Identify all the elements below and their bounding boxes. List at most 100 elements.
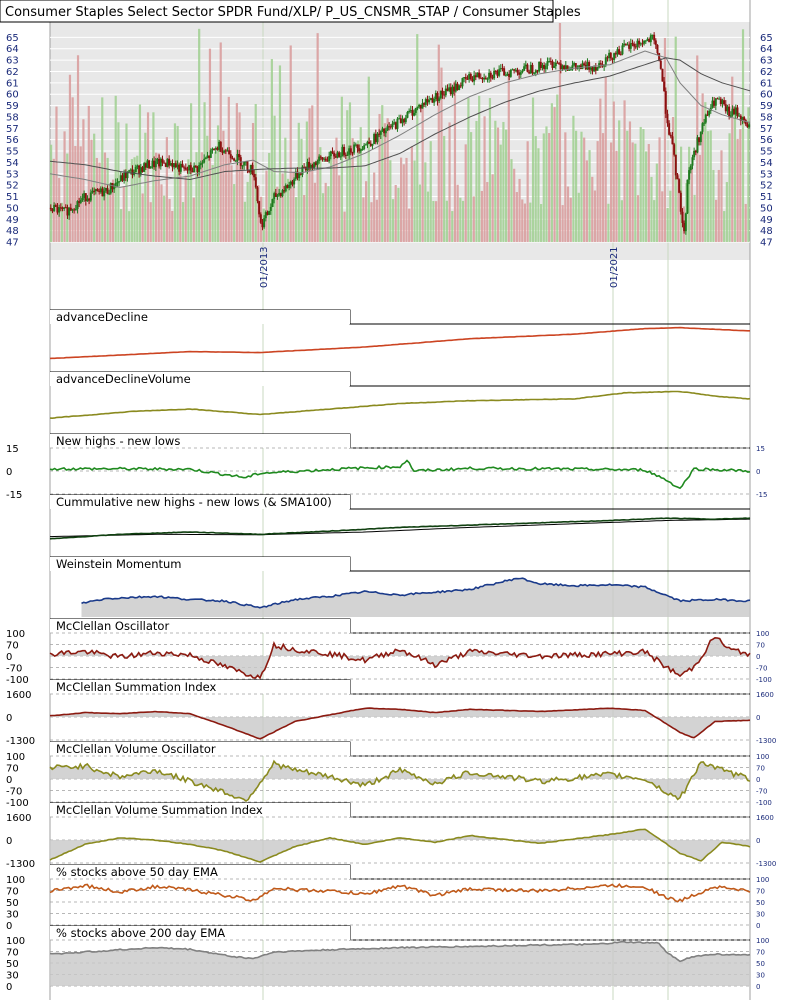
candle-body	[233, 158, 236, 161]
candle-body	[714, 98, 717, 106]
candle-body	[366, 141, 369, 145]
volume-bar	[311, 105, 314, 242]
panel-new-highs-new-lows: New highs - new lows 15 0 -15 15 0 -15	[6, 433, 767, 501]
candle-body	[696, 137, 699, 153]
candle-body	[398, 118, 401, 120]
candle-body	[414, 107, 417, 113]
candle-body	[321, 157, 324, 160]
price-ytick-left: 64	[6, 44, 19, 55]
candle-body	[488, 72, 491, 79]
candle-body	[563, 65, 566, 70]
candle-body	[271, 199, 274, 207]
volume-bar	[87, 105, 90, 242]
volume-bar	[483, 116, 486, 242]
price-ytick-right: 47	[760, 238, 773, 249]
candle-body	[388, 126, 391, 128]
candle-body	[49, 207, 52, 210]
volume-bar	[378, 113, 381, 242]
chart-title-box: Consumer Staples Select Sector SPDR Fund…	[0, 0, 581, 23]
candle-body	[229, 154, 232, 159]
volume-bar	[98, 162, 101, 242]
price-ytick-left: 47	[6, 238, 19, 249]
candle-body	[631, 43, 634, 45]
candle-body	[559, 63, 562, 70]
candle-body	[523, 66, 526, 71]
volume-bar	[55, 106, 58, 242]
candle-body	[258, 201, 261, 215]
volume-bar	[556, 94, 559, 242]
candle-body	[234, 160, 237, 162]
panel-ytick-right: -70	[756, 788, 767, 796]
candle-body	[291, 181, 294, 185]
price-ytick-right: 62	[760, 67, 773, 78]
candle-body	[408, 110, 411, 113]
candle-body	[599, 63, 602, 65]
volume-bar	[278, 65, 282, 242]
price-ytick-left: 61	[6, 78, 19, 89]
candle-body	[278, 192, 281, 196]
candle-body	[341, 146, 344, 157]
candle-body	[674, 154, 677, 176]
volume-bar	[128, 211, 131, 242]
volume-bar	[580, 131, 583, 242]
candle-body	[216, 147, 219, 150]
candle-body	[636, 40, 639, 47]
candle-body	[503, 68, 506, 76]
candle-body	[731, 108, 734, 116]
price-ytick-right: 51	[760, 192, 773, 203]
candle-body	[411, 110, 414, 116]
sma-long-line	[49, 57, 751, 181]
panel-ytick-left: 70	[6, 887, 19, 898]
candle-body	[733, 108, 736, 115]
candle-body	[69, 207, 72, 211]
volume-bar	[281, 173, 284, 242]
volume-bar	[152, 112, 155, 242]
volume-bar	[435, 201, 438, 242]
volume-bar	[346, 110, 349, 242]
candle-body	[629, 43, 632, 49]
candle-body	[546, 61, 549, 66]
candle-body	[609, 52, 612, 59]
candle-body	[659, 60, 662, 69]
candle-body	[704, 114, 707, 123]
volume-bar	[163, 195, 166, 242]
volume-bar	[386, 118, 389, 242]
volume-bar	[74, 145, 77, 242]
volume-bar	[292, 171, 295, 242]
candle-body	[204, 157, 207, 159]
volume-bar	[610, 142, 613, 242]
date-label-01-2013: 01/2013	[259, 246, 270, 288]
panel-label: McClellan Summation Index	[56, 680, 217, 694]
panel-area-fill	[50, 637, 750, 678]
candle-body	[471, 79, 474, 82]
volume-bar	[661, 191, 664, 242]
candle-body	[176, 164, 179, 168]
candle-body	[499, 68, 502, 70]
panel-ytick-left: 70	[6, 764, 19, 775]
candle-body	[83, 193, 86, 199]
candle-body	[351, 152, 354, 154]
volume-bar	[715, 199, 718, 242]
volume-bar	[733, 112, 737, 243]
candle-body	[148, 160, 151, 169]
candle-body	[723, 100, 726, 105]
candle-body	[743, 117, 746, 121]
volume-bar	[76, 55, 80, 242]
volume-bar	[233, 184, 236, 242]
panel-label-background	[50, 434, 350, 448]
volume-bar	[335, 137, 338, 242]
volume-bar	[238, 112, 241, 242]
candle-body	[553, 66, 556, 68]
candle-body	[538, 61, 541, 72]
candle-body	[391, 123, 394, 128]
price-ytick-left: 60	[6, 90, 19, 101]
candle-body	[684, 213, 687, 232]
volume-bar	[230, 165, 233, 242]
panel-weinstein-momentum: Weinstein Momentum	[50, 556, 751, 617]
candle-body	[663, 81, 666, 92]
candle-body	[381, 128, 384, 132]
candle-body	[68, 207, 71, 216]
volume-bar	[647, 144, 650, 242]
candle-body	[454, 83, 457, 92]
